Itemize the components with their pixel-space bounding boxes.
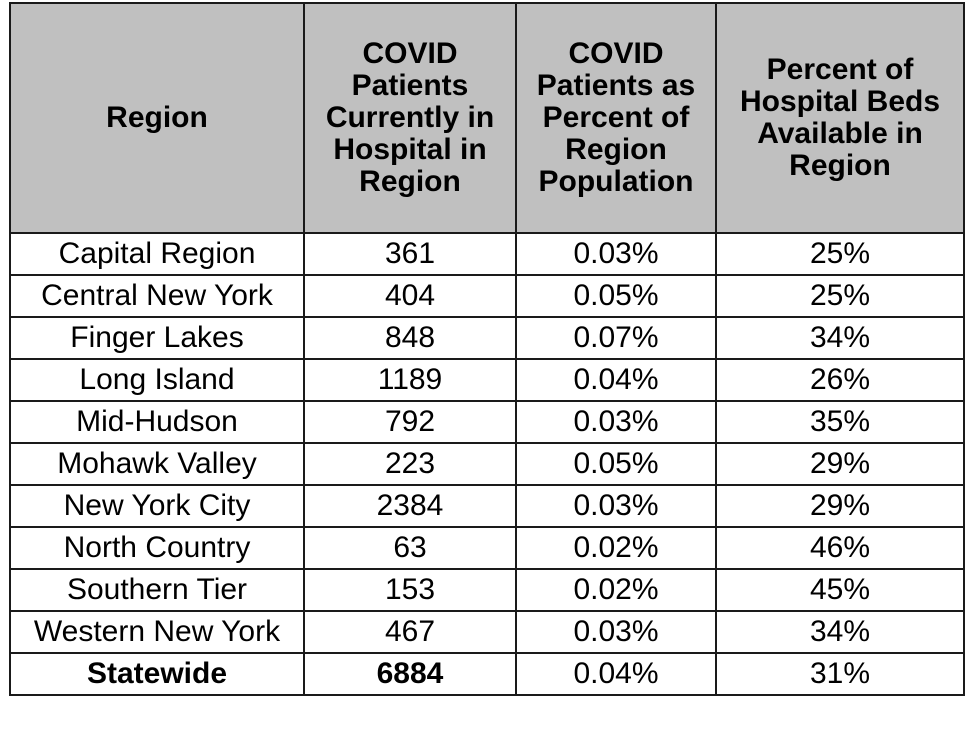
header-percent-of-population: COVID Patients as Percent of Region Popu…	[515, 2, 717, 234]
cell-region: North Country	[9, 526, 305, 570]
table-row: Capital Region 361 0.03% 25%	[9, 232, 965, 276]
table-row: North Country 63 0.02% 46%	[9, 526, 965, 570]
cell-percent-population: 0.03%	[515, 610, 717, 654]
cell-region: Mid-Hudson	[9, 400, 305, 444]
total-cell-patients: 6884	[303, 652, 517, 696]
cell-patients: 1189	[303, 358, 517, 402]
cell-percent-population: 0.03%	[515, 400, 717, 444]
cell-percent-beds: 45%	[715, 568, 965, 612]
table-body: Capital Region 361 0.03% 25% Central New Yor…	[9, 232, 965, 696]
cell-region: Southern Tier	[9, 568, 305, 612]
cell-region: Central New York	[9, 274, 305, 318]
cell-patients: 153	[303, 568, 517, 612]
cell-region: New York City	[9, 484, 305, 528]
cell-region: Mohawk Valley	[9, 442, 305, 486]
cell-percent-beds: 35%	[715, 400, 965, 444]
table-row: Western New York 467 0.03% 34%	[9, 610, 965, 654]
cell-percent-beds: 29%	[715, 442, 965, 486]
table-row: Mid-Hudson 792 0.03% 35%	[9, 400, 965, 444]
cell-percent-population: 0.07%	[515, 316, 717, 360]
cell-region: Capital Region	[9, 232, 305, 276]
table-row: Central New York 404 0.05% 25%	[9, 274, 965, 318]
cell-region: Finger Lakes	[9, 316, 305, 360]
cell-patients: 404	[303, 274, 517, 318]
header-region: Region	[9, 2, 305, 234]
header-percent-beds-available: Percent of Hospital Beds Available in Re…	[715, 2, 965, 234]
cell-region: Western New York	[9, 610, 305, 654]
total-cell-percent-population: 0.04%	[515, 652, 717, 696]
table-row: Mohawk Valley 223 0.05% 29%	[9, 442, 965, 486]
total-cell-region: Statewide	[9, 652, 305, 696]
header-patients-in-hospital: COVID Patients Currently in Hospital in …	[303, 2, 517, 234]
cell-patients: 792	[303, 400, 517, 444]
cell-patients: 2384	[303, 484, 517, 528]
cell-percent-beds: 26%	[715, 358, 965, 402]
cell-percent-beds: 25%	[715, 232, 965, 276]
covid-hospital-table: Region COVID Patients Currently in Hospi…	[9, 2, 965, 696]
cell-patients: 223	[303, 442, 517, 486]
table-row: Finger Lakes 848 0.07% 34%	[9, 316, 965, 360]
statewide-total-row: Statewide 6884 0.04% 31%	[9, 652, 965, 696]
total-cell-percent-beds: 31%	[715, 652, 965, 696]
cell-percent-population: 0.04%	[515, 358, 717, 402]
cell-percent-population: 0.03%	[515, 232, 717, 276]
table-row: Southern Tier 153 0.02% 45%	[9, 568, 965, 612]
cell-percent-population: 0.02%	[515, 526, 717, 570]
table-row: New York City 2384 0.03% 29%	[9, 484, 965, 528]
cell-patients: 467	[303, 610, 517, 654]
cell-percent-beds: 46%	[715, 526, 965, 570]
cell-patients: 361	[303, 232, 517, 276]
cell-patients: 848	[303, 316, 517, 360]
header-row: Region COVID Patients Currently in Hospi…	[9, 2, 965, 234]
cell-percent-population: 0.03%	[515, 484, 717, 528]
cell-percent-beds: 29%	[715, 484, 965, 528]
cell-percent-beds: 34%	[715, 610, 965, 654]
cell-percent-population: 0.02%	[515, 568, 717, 612]
cell-region: Long Island	[9, 358, 305, 402]
table-row: Long Island 1189 0.04% 26%	[9, 358, 965, 402]
cell-percent-beds: 25%	[715, 274, 965, 318]
cell-percent-beds: 34%	[715, 316, 965, 360]
cell-percent-population: 0.05%	[515, 442, 717, 486]
cell-patients: 63	[303, 526, 517, 570]
cell-percent-population: 0.05%	[515, 274, 717, 318]
